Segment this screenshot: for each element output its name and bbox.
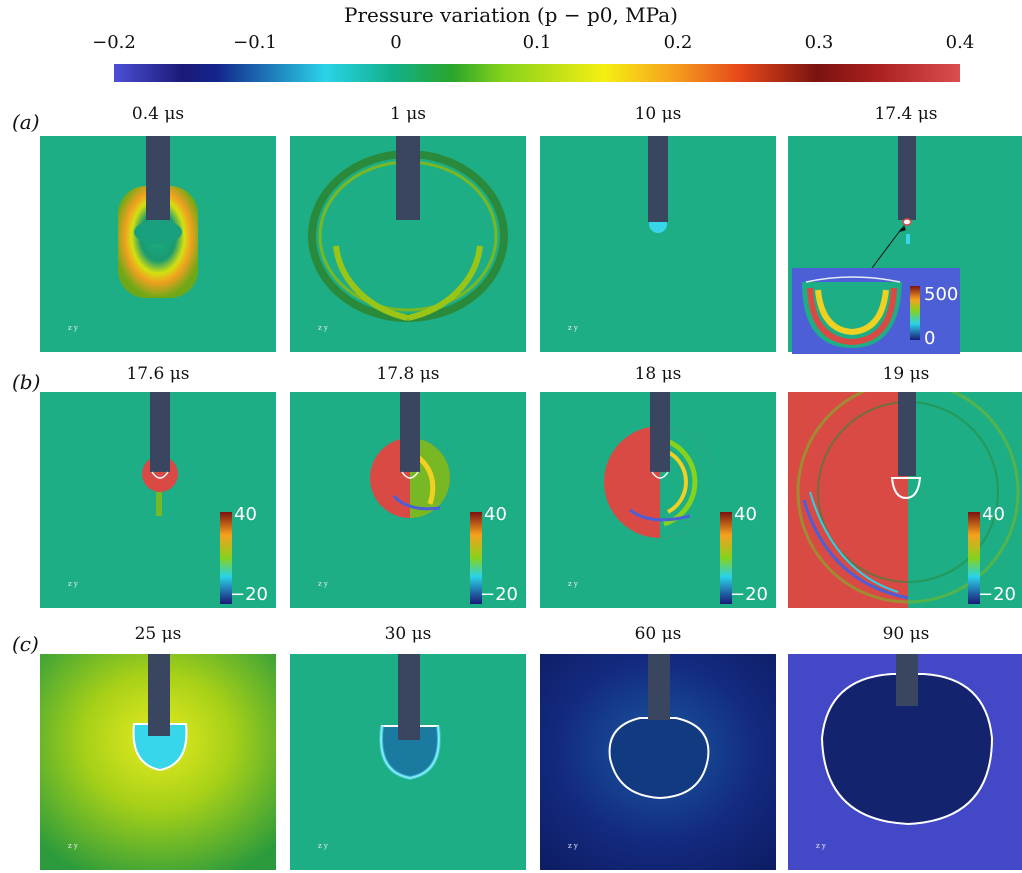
panel-time: 0.4 μs [131, 104, 185, 124]
panel-time: 17.6 μs [126, 364, 190, 384]
simulation-panel: z y 40 −20 [40, 392, 276, 608]
svg-text:z y: z y [568, 580, 578, 588]
simulation-panel: z y [788, 654, 1022, 870]
local-colorbar [968, 512, 980, 604]
simulation-panel: z y 40 −20 [290, 392, 526, 608]
local-colorbar-min: −20 [978, 584, 1016, 605]
simulation-panel: 40 −20 [788, 392, 1022, 608]
svg-text:z y: z y [68, 324, 78, 332]
panel-time: 10 μs [634, 104, 682, 124]
svg-text:z y: z y [318, 324, 328, 332]
simulation-panel: z y [290, 654, 526, 870]
local-colorbar [720, 512, 732, 604]
zoom-inset: 500 0 [792, 268, 960, 354]
panel-time: 1 μs [390, 104, 426, 124]
colorbar-tick: 0.3 [804, 32, 834, 53]
panel-time: 30 μs [384, 624, 432, 644]
panel-time: 18 μs [634, 364, 682, 384]
inset-colorbar-max: 500 [924, 284, 959, 305]
local-colorbar-min: −20 [230, 584, 268, 605]
colorbar-tick: 0.2 [663, 32, 693, 53]
simulation-panel: z y [40, 654, 276, 870]
local-colorbar [220, 512, 232, 604]
simulation-panel: z y [290, 136, 526, 352]
local-colorbar-max: 40 [734, 504, 757, 525]
panel-time: 19 μs [882, 364, 930, 384]
svg-text:z y: z y [68, 580, 78, 588]
svg-text:z y: z y [318, 842, 328, 850]
svg-text:z y: z y [568, 842, 578, 850]
svg-text:z y: z y [816, 842, 826, 850]
local-colorbar-max: 40 [484, 504, 507, 525]
svg-text:z y: z y [318, 580, 328, 588]
svg-text:z y: z y [568, 324, 578, 332]
simulation-panel: z y [40, 136, 276, 352]
svg-text:z y: z y [68, 842, 78, 850]
colorbar-ticks: −0.2 −0.1 0 0.1 0.2 0.3 0.4 [0, 32, 1022, 58]
row-label-c: (c) [12, 632, 39, 656]
local-colorbar-max: 40 [982, 504, 1005, 525]
simulation-panel: z y 40 −20 [540, 392, 776, 608]
local-colorbar-max: 40 [234, 504, 257, 525]
colorbar-title: Pressure variation (p − p0, MPa) [344, 3, 678, 27]
simulation-panel: z y [540, 136, 776, 352]
colorbar-tick: 0.1 [522, 32, 552, 53]
colorbar-gradient [114, 64, 960, 82]
local-colorbar-min: −20 [480, 584, 518, 605]
panel-time: 17.4 μs [874, 104, 938, 124]
row-label-b: (b) [12, 370, 41, 394]
panel-time: 60 μs [634, 624, 682, 644]
simulation-panel: z y [540, 654, 776, 870]
panel-time: 90 μs [882, 624, 930, 644]
colorbar-tick: 0.4 [945, 32, 975, 53]
panel-time: 25 μs [134, 624, 182, 644]
local-colorbar [470, 512, 482, 604]
panel-time: 17.8 μs [376, 364, 440, 384]
inset-colorbar-min: 0 [924, 328, 936, 349]
colorbar-tick: −0.2 [92, 32, 136, 53]
colorbar-tick: 0 [390, 32, 402, 53]
row-label-a: (a) [12, 110, 40, 134]
colorbar-tick: −0.1 [233, 32, 277, 53]
local-colorbar-min: −20 [730, 584, 768, 605]
